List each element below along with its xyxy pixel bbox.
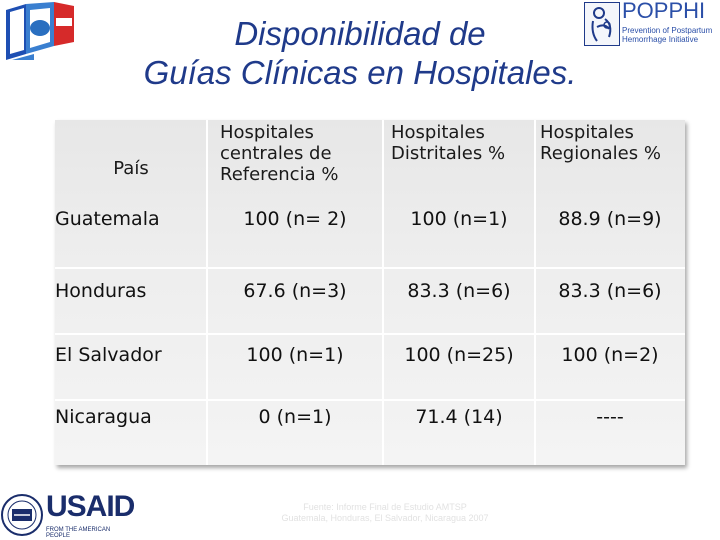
table-row-country: Guatemala (55, 208, 160, 230)
header-regional-line1: Hospitales (540, 122, 634, 143)
table-cell-central: 0 (n=1) (258, 406, 332, 428)
table-cell-central: 67.6 (n=3) (243, 280, 347, 302)
slide-title-line1: Disponibilidad de (234, 15, 486, 52)
source-note: Fuente: Informe Final de Estudio AMTSP G… (270, 502, 500, 524)
popphi-name: POPPHI (622, 0, 706, 23)
table-grid-lines (55, 120, 685, 465)
popphi-subtitle-line1: Prevention of Postpartum (622, 26, 713, 35)
usaid-logo: USAID FROM THE AMERICAN PEOPLE (0, 490, 135, 540)
header-central-line3: Referencia % (220, 164, 339, 185)
table-cell-regional: ---- (596, 406, 624, 428)
table-cell-district: 71.4 (14) (415, 406, 503, 428)
header-district-hospitals: Hospitales Distritales % (391, 122, 533, 164)
table-row-country: Nicaragua (55, 406, 152, 428)
table-cell-regional: 100 (n=2) (561, 344, 659, 366)
header-country: País (55, 158, 207, 179)
table-cell-district: 100 (n=1) (410, 208, 508, 230)
header-district-line2: Distritales % (391, 143, 506, 164)
source-note-line1: Fuente: Informe Final de Estudio AMTSP (303, 502, 467, 512)
slide-title-line2: Guías Clínicas en Hospitales. (143, 54, 577, 91)
table-cell-central: 100 (n= 2) (243, 208, 347, 230)
popphi-logo: POPPHI Prevention of Postpartum Hemorrha… (584, 0, 720, 48)
usaid-tagline: FROM THE AMERICAN PEOPLE (46, 527, 111, 539)
header-regional-line2: Regionales % (540, 143, 661, 164)
hospital-guidelines-table: País Hospitales centrales de Referencia … (55, 120, 685, 465)
source-note-line2: Guatemala, Honduras, El Salvador, Nicara… (281, 513, 489, 523)
central-america-flags-logo (4, 2, 76, 62)
popphi-subtitle-line2: Hemorrhage Initiative (622, 35, 699, 44)
header-central-line1: Hospitales (220, 122, 314, 143)
header-country-label: País (113, 158, 149, 179)
table-row-country: Honduras (55, 280, 147, 302)
table-cell-regional: 88.9 (n=9) (558, 208, 662, 230)
table-cell-central: 100 (n=1) (246, 344, 344, 366)
header-central-hospitals: Hospitales centrales de Referencia % (220, 122, 380, 185)
mother-child-icon (584, 2, 620, 46)
table-cell-district: 100 (n=25) (404, 344, 514, 366)
header-central-line2: centrales de (220, 143, 332, 164)
usaid-seal-icon (1, 494, 43, 536)
table-cell-district: 83.3 (n=6) (407, 280, 511, 302)
popphi-subtitle: Prevention of Postpartum Hemorrhage Init… (622, 26, 720, 44)
table-row-country: El Salvador (55, 344, 162, 366)
header-district-line1: Hospitales (391, 122, 485, 143)
header-regional-hospitals: Hospitales Regionales % (540, 122, 682, 164)
usaid-name: USAID (46, 490, 135, 523)
table-cell-regional: 83.3 (n=6) (558, 280, 662, 302)
